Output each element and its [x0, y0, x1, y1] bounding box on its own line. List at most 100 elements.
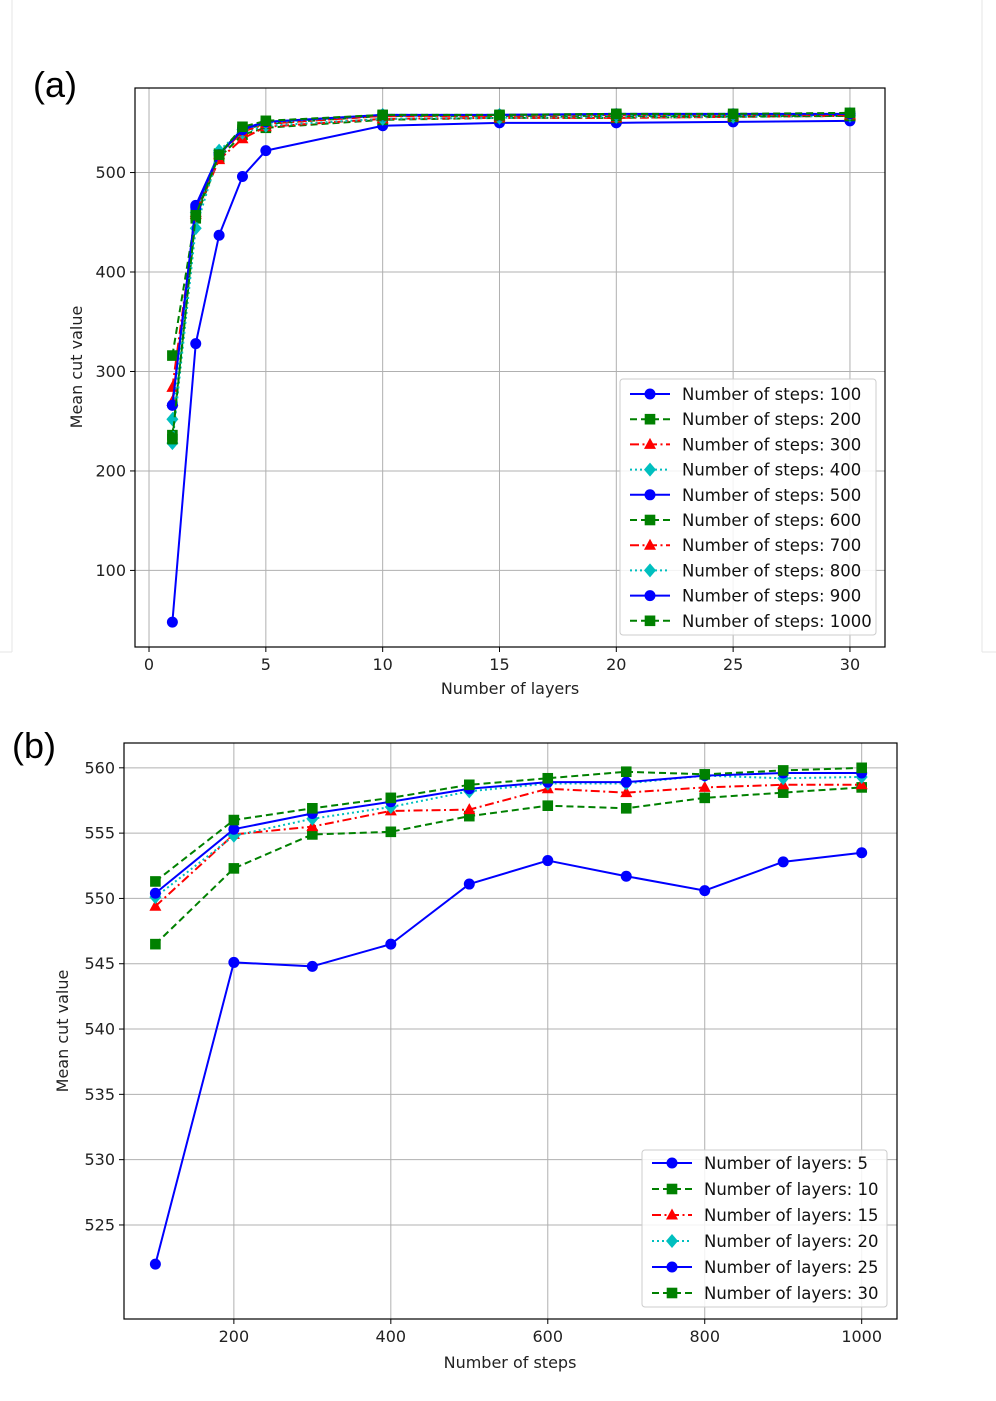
- legend-marker-a: [644, 514, 656, 526]
- panel-label-a: (a): [33, 64, 77, 105]
- data-point-b-1: [150, 938, 161, 950]
- x-tick-label-b: 200: [219, 1327, 250, 1346]
- y-tick-label-a: 100: [95, 561, 126, 580]
- series-line-a-5: [171, 114, 850, 356]
- legend-label-b: Number of layers: 5: [704, 1154, 868, 1173]
- series-b-1: [150, 782, 867, 950]
- data-point-b-1: [463, 810, 475, 822]
- legend-label-a: Number of steps: 1000: [682, 612, 872, 631]
- x-tick-label-b: 600: [533, 1327, 564, 1346]
- legend-entry-a: Number of steps: 800: [630, 561, 861, 580]
- legend-entry-b: Number of layers: 30: [652, 1284, 878, 1303]
- x-tick-label-a: 10: [372, 655, 392, 674]
- data-point-b-2: [620, 786, 633, 798]
- data-point-a-9: [190, 210, 202, 221]
- series-line-a-2: [171, 114, 850, 388]
- series-b-2: [149, 778, 868, 911]
- series-b-5: [150, 762, 867, 887]
- data-point-a-0: [213, 229, 225, 241]
- legend-marker-a: [644, 388, 656, 400]
- y-tick-label-b: 560: [84, 758, 115, 777]
- data-point-a-0: [260, 145, 272, 157]
- data-point-a-9: [494, 109, 505, 121]
- data-point-a-0: [190, 338, 202, 350]
- data-point-a-0: [166, 616, 178, 628]
- legend-entry-a: Number of steps: 300: [630, 435, 861, 454]
- legend-marker-a: [644, 615, 656, 627]
- legend-label-a: Number of steps: 800: [682, 561, 861, 580]
- series-b-0: [149, 847, 868, 1270]
- legend-entry-a: Number of steps: 600: [630, 511, 861, 530]
- series-line-a-7: [171, 112, 850, 420]
- data-point-b-1: [620, 803, 632, 814]
- legend-entry-b: Number of layers: 20: [652, 1232, 878, 1251]
- legend-label-a: Number of steps: 500: [682, 486, 861, 505]
- data-point-b-0: [385, 938, 397, 950]
- x-tick-label-b: 400: [376, 1327, 407, 1346]
- data-point-a-8: [166, 399, 178, 411]
- ticks-a: 0 5 10 15 20 25 30 100 200 300 400 500: [95, 163, 860, 674]
- legend-a: Number of steps: 100 Number of steps: 200…: [619, 378, 877, 636]
- legend-frame-a: [619, 378, 877, 636]
- legend-label-b: Number of layers: 30: [704, 1284, 878, 1303]
- data-point-b-0: [542, 855, 554, 867]
- series-group-b: [149, 762, 868, 1270]
- legend-label-a: Number of steps: 100: [682, 385, 861, 404]
- legend-marker-a: [644, 563, 656, 578]
- series-b-3: [149, 768, 868, 905]
- y-axis-title-b: Mean cut value: [53, 970, 72, 1093]
- legend-label-b: Number of layers: 20: [704, 1232, 878, 1251]
- legend-entry-b: Number of layers: 15: [652, 1206, 878, 1225]
- data-point-a-5: [167, 350, 178, 361]
- data-point-a-9: [844, 107, 856, 119]
- data-point-b-5: [620, 766, 632, 778]
- series-line-b-2: [154, 783, 862, 908]
- data-point-b-0: [856, 847, 868, 859]
- series-a-4: [166, 109, 856, 411]
- x-tick-label-a: 5: [261, 655, 271, 674]
- data-point-b-0: [228, 956, 240, 968]
- chart-b: (b) 200 400 600 800 1000 525 530 535 540 545 550 55…: [12, 725, 898, 1372]
- legend-label-b: Number of layers: 10: [704, 1180, 878, 1199]
- data-point-b-1: [228, 863, 240, 874]
- data-point-b-5: [699, 769, 711, 780]
- legend-entry-a: Number of steps: 100: [630, 385, 861, 404]
- legend-marker-a: [644, 413, 656, 425]
- plot-frame-a: [134, 87, 886, 648]
- y-tick-label-b: 550: [84, 889, 115, 908]
- data-point-b-0: [620, 870, 632, 882]
- x-axis-title-a: Number of layers: [441, 679, 579, 698]
- data-point-b-5: [777, 765, 789, 776]
- data-point-b-5: [228, 814, 240, 826]
- series-line-a-4: [171, 113, 850, 406]
- legend-marker-b: [666, 1287, 678, 1299]
- y-axis-title-a: Mean cut value: [67, 306, 86, 429]
- legend-marker-a: [644, 538, 656, 550]
- series-line-b-4: [154, 772, 862, 894]
- series-line-a-0: [171, 119, 850, 623]
- y-tick-label-b: 525: [84, 1215, 115, 1234]
- y-tick-label-b: 540: [84, 1020, 115, 1039]
- legend-entry-b: Number of layers: 5: [652, 1154, 868, 1173]
- series-line-a-3: [171, 114, 850, 444]
- data-point-a-9: [377, 109, 388, 121]
- legend-label-a: Number of steps: 600: [682, 511, 861, 530]
- x-tick-label-a: 20: [606, 655, 626, 674]
- legend-entry-a: Number of steps: 200: [630, 410, 861, 429]
- data-point-b-4: [149, 887, 161, 899]
- legend-b: Number of layers: 5 Number of layers: 10 N…: [641, 1149, 888, 1308]
- y-tick-label-b: 530: [84, 1150, 115, 1169]
- legend-label-b: Number of layers: 15: [704, 1206, 878, 1225]
- data-point-a-9: [260, 115, 272, 127]
- data-point-b-2: [463, 803, 476, 815]
- data-point-b-0: [149, 1258, 161, 1270]
- legend-marker-b: [666, 1261, 678, 1273]
- data-point-b-0: [306, 960, 318, 972]
- series-group-a: [166, 106, 856, 628]
- legend-label-b: Number of layers: 25: [704, 1258, 878, 1277]
- series-line-a-9: [171, 111, 850, 440]
- legend-label-a: Number of steps: 900: [682, 587, 861, 606]
- series-line-a-6: [171, 113, 850, 402]
- x-axis-title-b: Number of steps: [444, 1353, 577, 1372]
